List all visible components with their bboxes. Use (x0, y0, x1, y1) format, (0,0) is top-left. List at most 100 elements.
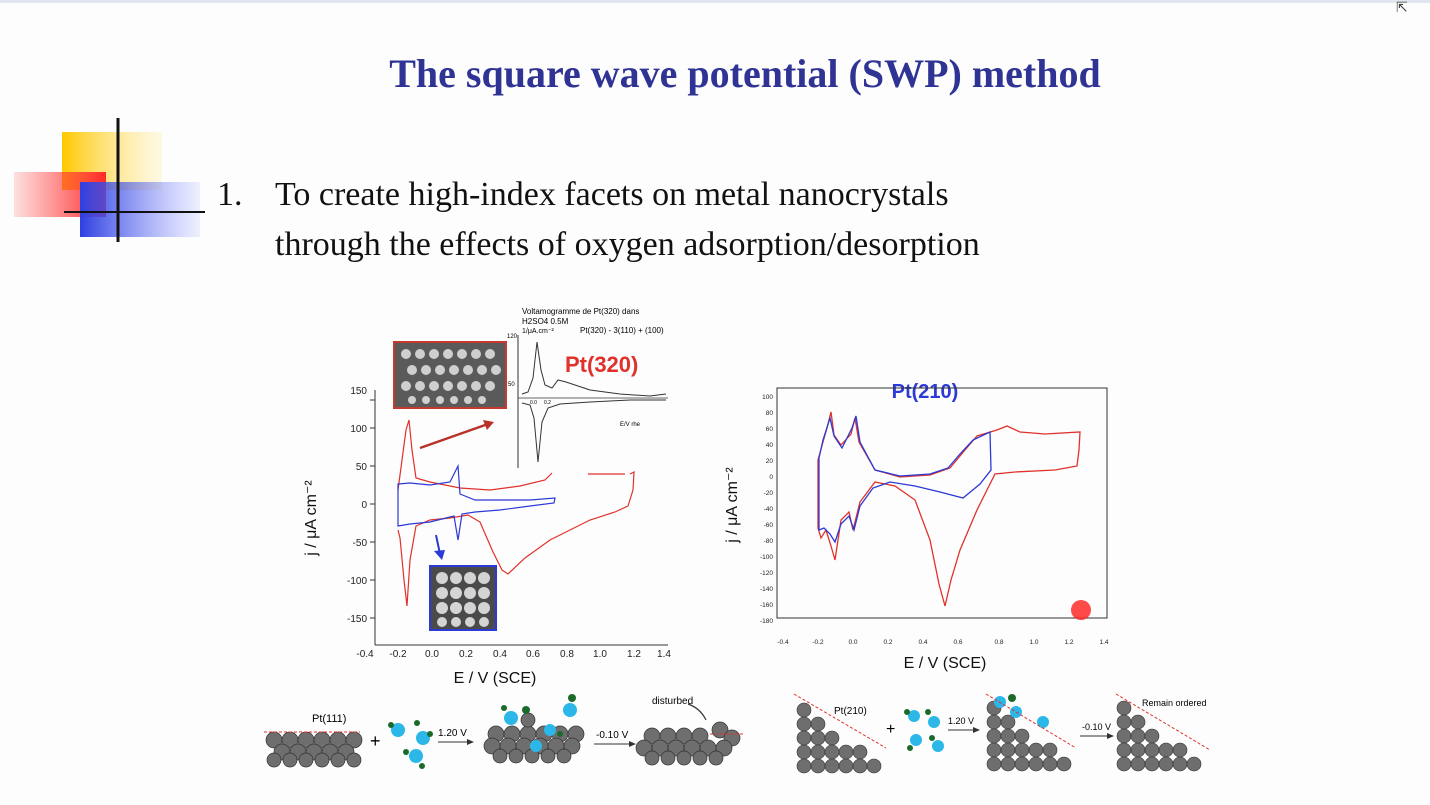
pt210-note: Remain ordered (1142, 698, 1207, 708)
pt320-xtick: 1.0 (593, 649, 607, 660)
pt210-ytick: -100 (760, 554, 773, 561)
bullet-text-line2: through the effects of oxygen adsorption… (275, 226, 980, 263)
pt320-axes (370, 390, 668, 646)
pt210-step2-label: -0.10 V (1082, 722, 1111, 732)
pt210-ytick: 40 (766, 442, 774, 449)
bullet-point: 1. To create high-index facets on metal n… (217, 170, 980, 270)
pt320-label: Pt(320) (565, 352, 638, 377)
pt210-xlabel: E / V (SCE) (904, 655, 987, 672)
pt210-ytick: 0 (769, 474, 773, 481)
pt210-y-ticks: 100 80 60 40 20 0 -20 -40 -60 -80 -100 -… (760, 394, 773, 625)
pt210-ytick: -180 (760, 618, 773, 625)
pt210-ytick: -20 (764, 490, 774, 497)
pt210-blue-trace (818, 415, 992, 544)
pt210-scheme: Pt(210) + 1.20 V -0.10 V Remain ordered (793, 693, 1211, 774)
pt320-y-ticks: 150 100 50 0 -50 -100 -150 (347, 386, 367, 625)
pt320-xtick: 1.2 (627, 649, 641, 660)
inset-voltammogram: Voltamogramme de Pt(320) dans H2SO4 0.5M… (507, 307, 668, 468)
pt320-ytick: 150 (350, 386, 367, 397)
plus-sign: + (370, 731, 381, 751)
pt111-note: disturbed (652, 696, 693, 707)
pt210-red-trace (817, 411, 1081, 607)
pt210-voltammogram-chart: Pt(210) 100 80 60 40 20 0 -20 -40 -60 -8… (724, 381, 1109, 672)
arrow-to-inset (419, 422, 489, 450)
pt320-blue-trace (397, 463, 556, 541)
svg-text:+: + (886, 721, 895, 738)
pt210-ytick: 100 (762, 394, 773, 401)
pt320-xtick: -0.4 (356, 649, 374, 660)
pt210-x-ticks: -0.4 -0.2 0.0 0.2 0.4 0.6 0.8 1.0 1.2 1.… (777, 639, 1108, 646)
mouse-cursor-icon: ⇱ (1396, 0, 1408, 16)
pt210-ytick: 80 (766, 410, 774, 417)
window-top-border (0, 0, 1430, 3)
pt210-ylabel: j / μA cm⁻² (724, 467, 741, 544)
arrow-to-sem-blue-head (434, 550, 445, 560)
pt320-voltammogram-chart: Voltamogramme de Pt(320) dans H2SO4 0.5M… (303, 307, 671, 687)
pt111-reduced-atoms (635, 721, 741, 766)
pt320-xtick: 0.2 (459, 649, 473, 660)
pt210-step1-label: 1.20 V (948, 716, 974, 726)
pt210-plot-frame (776, 387, 1108, 619)
pt320-ytick: 100 (350, 424, 367, 435)
pt210-ytick: -80 (764, 538, 774, 545)
pt210-label: Pt(210) (892, 381, 959, 403)
pt210-xtick: 0.4 (918, 639, 927, 646)
pt210-xtick: 1.0 (1029, 639, 1038, 646)
pt111-scheme: Pt(111) + 1.20 V -0.10 V disturbed (264, 694, 745, 769)
arrow-to-inset-head (483, 420, 494, 430)
pt320-x-ticks: -0.4 -0.2 0.0 0.2 0.4 0.6 0.8 1.0 1.2 1.… (356, 649, 671, 660)
inset-title-line2: H2SO4 0.5M (522, 317, 569, 326)
bullet-number: 1. (217, 176, 243, 213)
laser-pointer-dot (1071, 600, 1091, 620)
inset-title-line1: Voltamogramme de Pt(320) dans (522, 307, 639, 316)
pt320-xtick: 0.4 (493, 649, 507, 660)
inset-tick-b: 0.2 (544, 400, 551, 406)
pt320-sem-image (393, 341, 507, 409)
pt210-ytick: -140 (760, 586, 773, 593)
pt320-ytick: 50 (356, 462, 368, 473)
pt320-ytick: -150 (347, 614, 367, 625)
pt210-xtick: 0.0 (848, 639, 857, 646)
inset-title-line3: Pt(320) - 3(110) + (100) (580, 326, 664, 335)
pt320-xtick: 0.0 (425, 649, 439, 660)
pt210-scheme-label: Pt(210) (834, 706, 867, 717)
pt320-ytick: -50 (353, 538, 368, 549)
pt210-ytick: 20 (766, 458, 774, 465)
pt210-oxidized-atoms (986, 700, 1072, 772)
pt111-atoms (265, 731, 363, 768)
pt111-step2-label: -0.10 V (596, 730, 629, 741)
pt210-ytick: 60 (766, 426, 774, 433)
pt210-xtick: 0.8 (994, 639, 1003, 646)
pt111-label: Pt(111) (312, 713, 346, 725)
pt210-reduced-atoms (1116, 700, 1202, 772)
pt320-xtick: 0.8 (560, 649, 574, 660)
pt320-sem-image-blue (429, 565, 497, 631)
pt210-ytick: -120 (760, 570, 773, 577)
pt210-xtick: 0.6 (953, 639, 962, 646)
pt210-xtick: 1.2 (1064, 639, 1073, 646)
slide-title: The square wave potential (SWP) method (389, 51, 1101, 96)
pt320-ytick: -100 (347, 576, 367, 587)
pt320-xtick: 1.4 (657, 649, 671, 660)
inset-tick-mid: 50 (508, 382, 515, 388)
pt210-ytick: -60 (764, 522, 774, 529)
inset-tick-a: 0.0 (530, 400, 537, 406)
pt320-red-trace (397, 419, 635, 607)
pt111-step1-label: 1.20 V (438, 728, 467, 739)
pt210-ytick: -40 (764, 506, 774, 513)
pt210-xtick: 0.2 (883, 639, 892, 646)
inset-xlabel: E/V rhe (620, 422, 641, 428)
slide-decoration-icon (14, 118, 205, 242)
pt210-xtick: 1.4 (1099, 639, 1108, 646)
pt210-xtick: -0.2 (812, 639, 824, 646)
bullet-text-line1: To create high-index facets on metal nan… (275, 176, 949, 213)
pt320-xlabel: E / V (SCE) (454, 670, 537, 687)
pt210-xtick: -0.4 (777, 639, 789, 646)
pt320-ytick: 0 (361, 500, 367, 511)
inset-tick-top: 120 (507, 334, 518, 340)
pt210-step-atoms (796, 702, 882, 774)
pt210-ytick: -160 (760, 602, 773, 609)
inset-unit: 1/μA.cm⁻² (522, 328, 555, 335)
oxygen-water-molecules (388, 720, 433, 769)
pt320-xtick: -0.2 (389, 649, 407, 660)
